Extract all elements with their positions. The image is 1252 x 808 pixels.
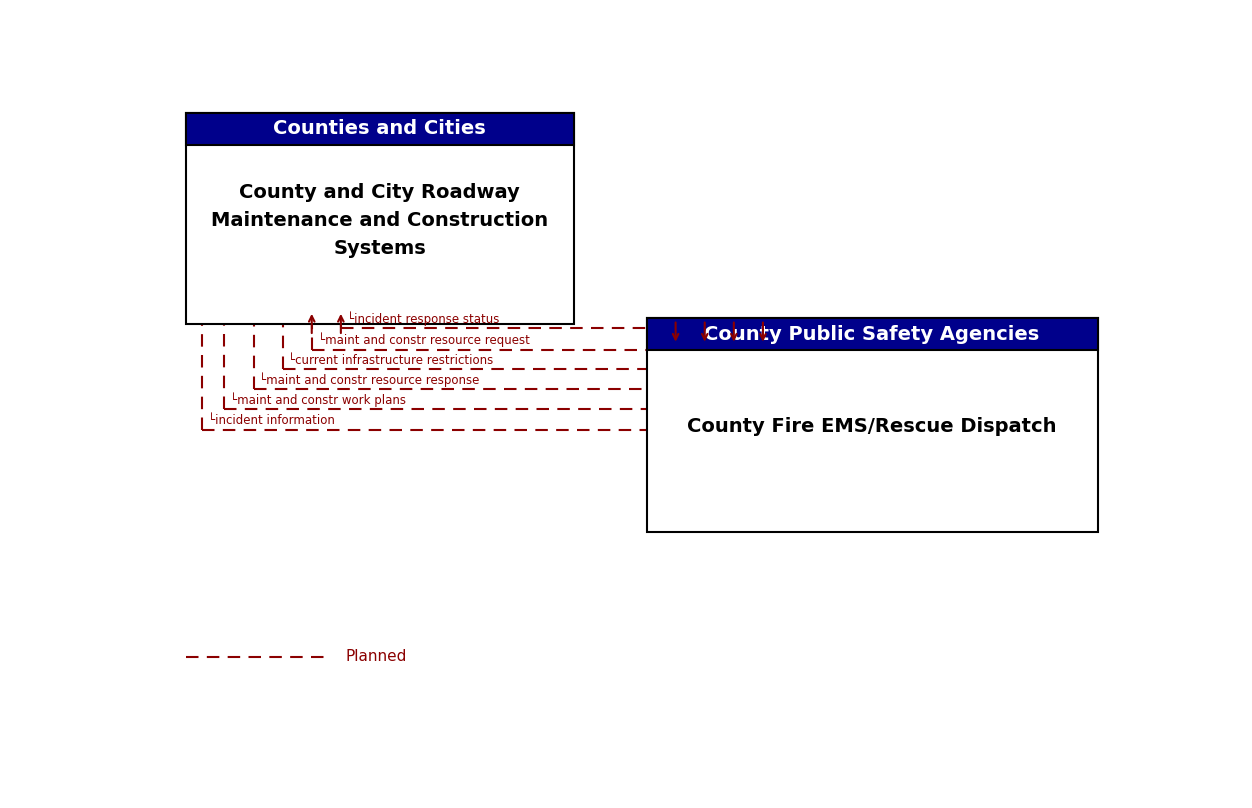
Text: County and City Roadway
Maintenance and Construction
Systems: County and City Roadway Maintenance and … (212, 183, 548, 258)
Text: └incident information: └incident information (208, 415, 334, 427)
Text: └maint and constr resource request: └maint and constr resource request (318, 332, 530, 347)
Bar (646, 318, 1098, 350)
Text: Planned: Planned (346, 650, 407, 664)
Text: └maint and constr resource response: └maint and constr resource response (259, 372, 480, 387)
Bar (646, 318, 1098, 532)
Text: └incident response status: └incident response status (347, 311, 500, 326)
Bar (185, 112, 573, 145)
Text: └current infrastructure restrictions: └current infrastructure restrictions (288, 354, 493, 367)
Bar (646, 318, 1098, 350)
Text: └maint and constr work plans: └maint and constr work plans (230, 392, 406, 406)
Text: County Fire EMS/Rescue Dispatch: County Fire EMS/Rescue Dispatch (687, 417, 1057, 436)
Bar (185, 112, 573, 145)
Text: Counties and Cities: Counties and Cities (273, 120, 486, 138)
Bar (185, 112, 573, 324)
Text: County Public Safety Agencies: County Public Safety Agencies (705, 325, 1039, 343)
